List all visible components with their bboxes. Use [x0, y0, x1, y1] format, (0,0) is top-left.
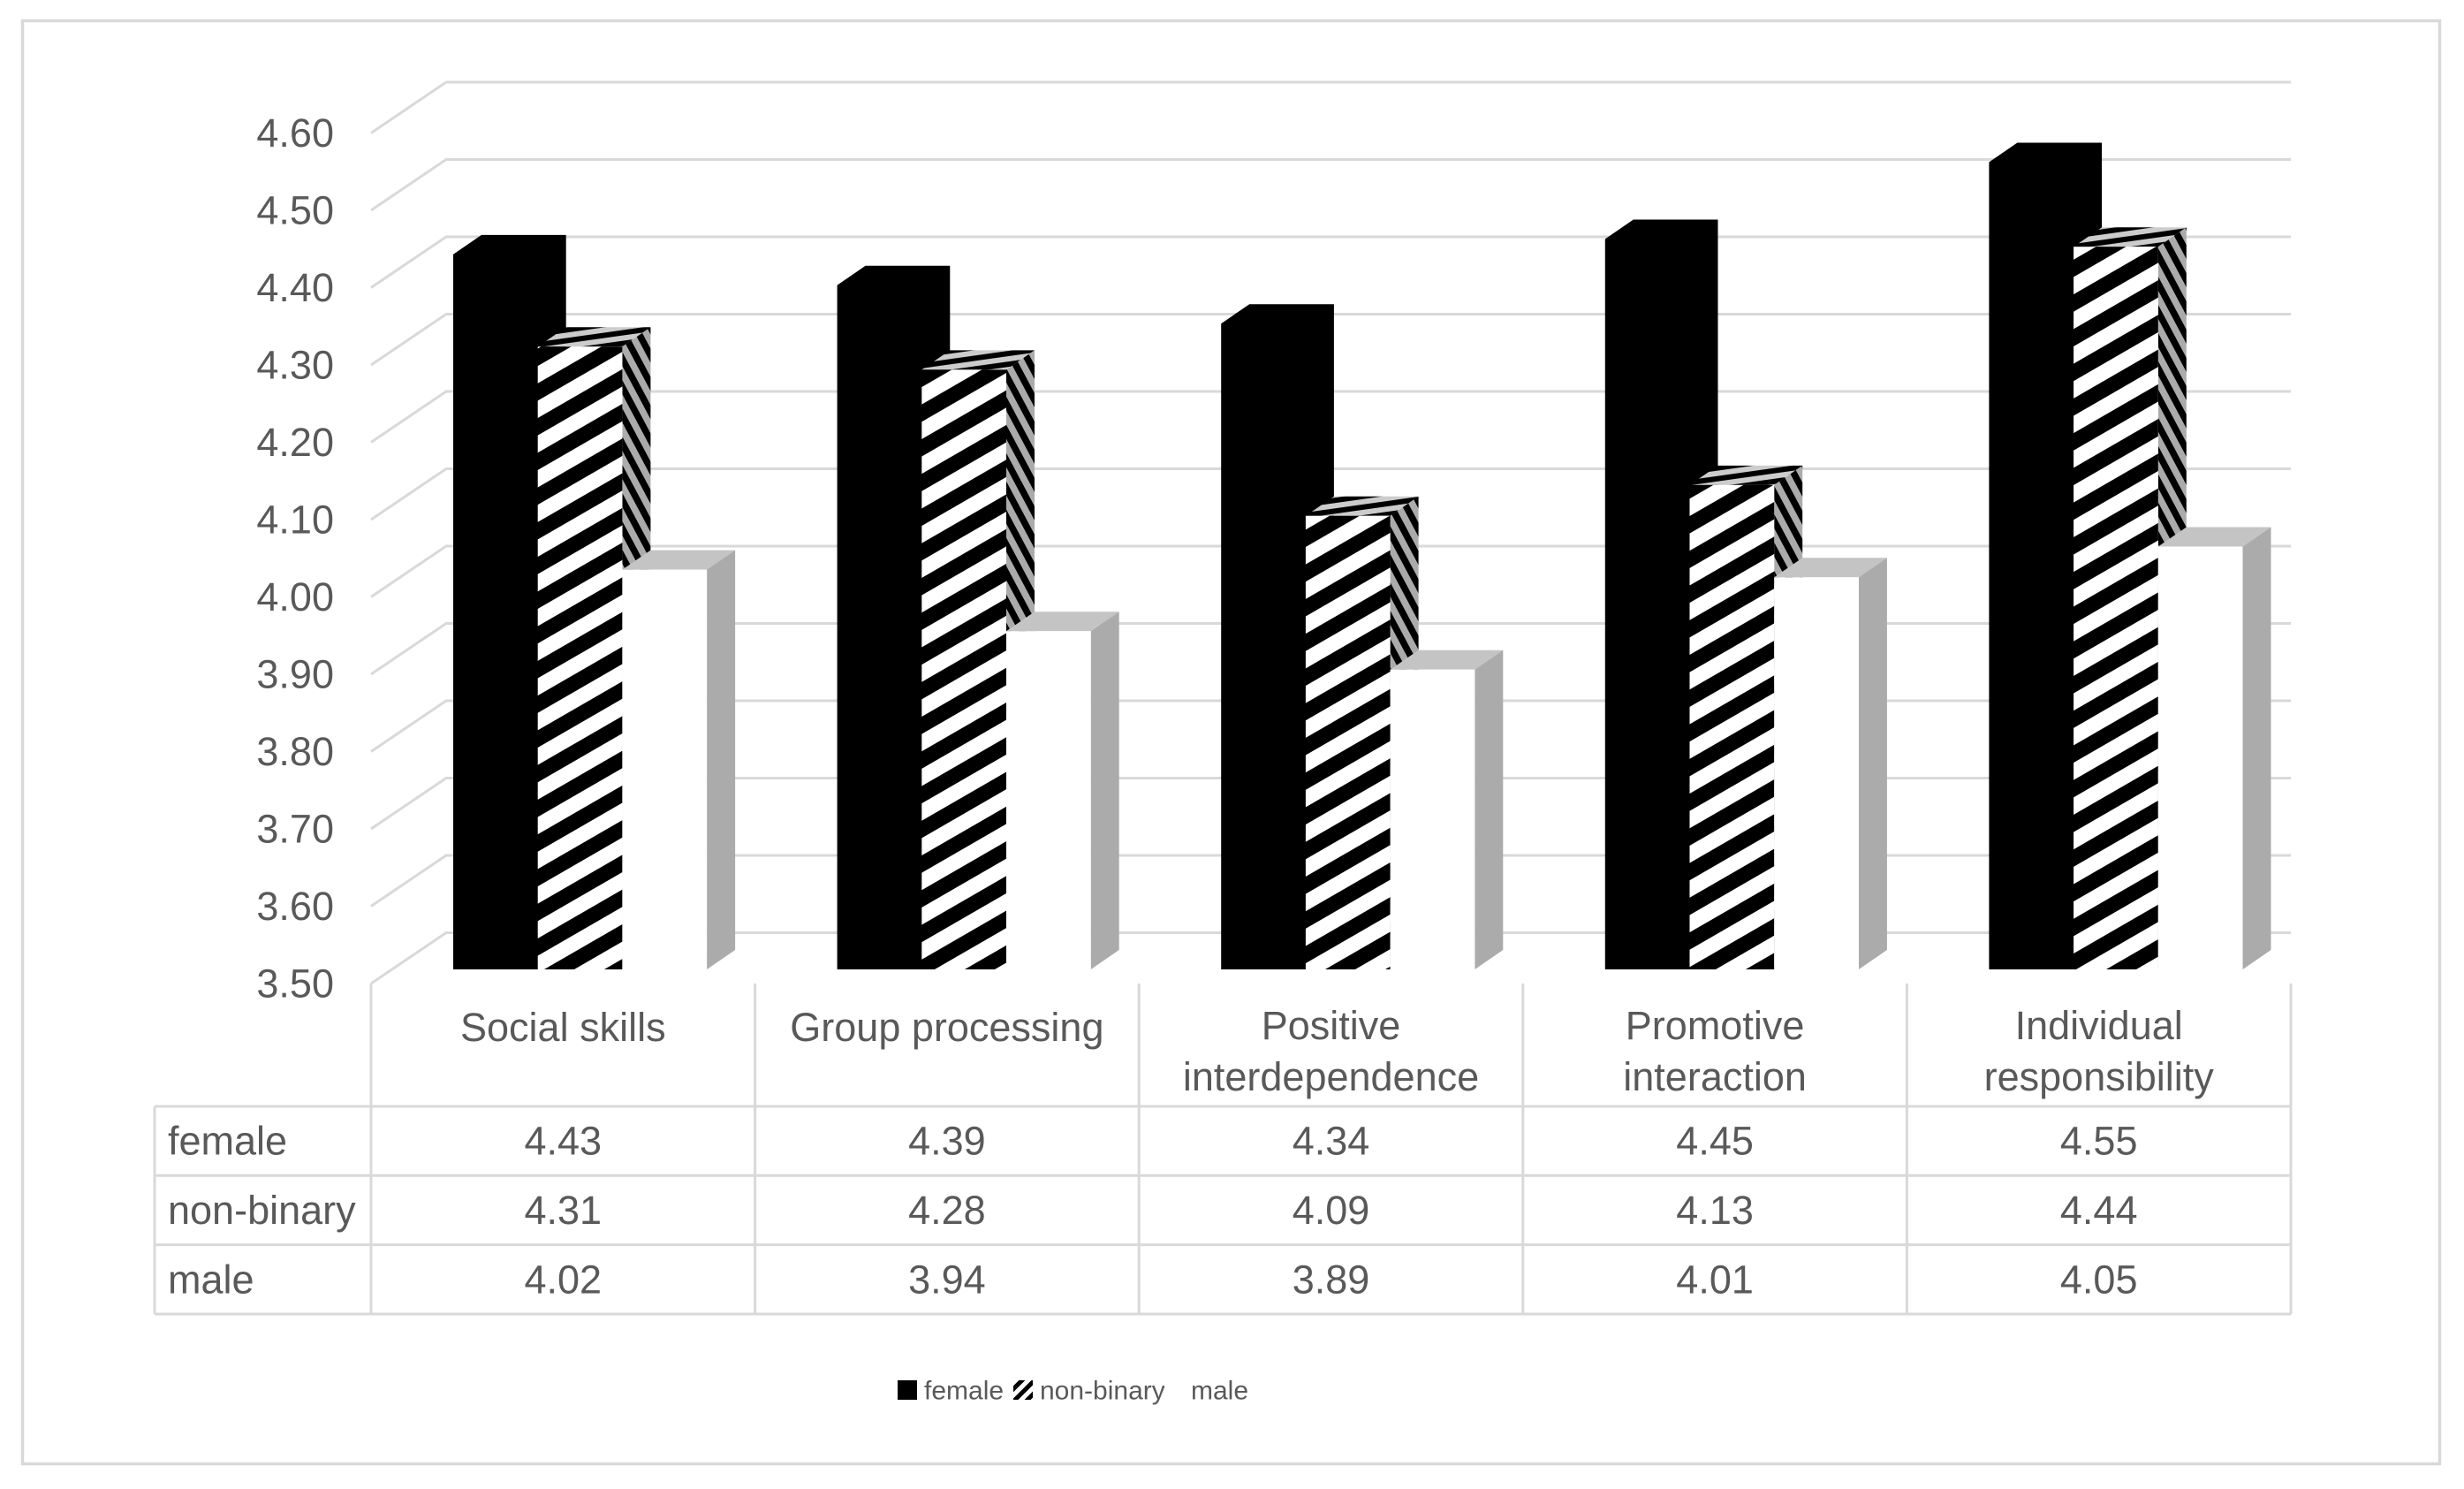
bar-front-face [1006, 631, 1091, 969]
bar-front-face [2074, 247, 2158, 969]
legend-label-non-binary: non-binary [1040, 1377, 1165, 1406]
y-axis-tick-label: 4.40 [256, 265, 334, 310]
bar-side-face [1475, 650, 1504, 969]
bar-front-face [1774, 577, 1859, 969]
legend-label-female: female [924, 1377, 1004, 1406]
y-axis-tick-label: 4.20 [256, 420, 334, 465]
bar-top-face [1006, 612, 1119, 632]
bar-front-face [1390, 669, 1475, 969]
bar-male-positive-interdependence [1390, 650, 1504, 969]
bar-side-face [1090, 612, 1119, 969]
category-labels: Social skills Group processing Positive int… [460, 1003, 2214, 1099]
table-cell: 4.55 [2060, 1119, 2138, 1164]
bar-front-face [1689, 484, 1775, 969]
bar-front-face [622, 569, 708, 969]
y-axis-tick-label: 4.50 [256, 188, 334, 233]
y-axis-tick-label: 4.30 [256, 343, 334, 388]
bar-top-face [2157, 527, 2271, 547]
bar-front-face [1305, 515, 1391, 969]
bar-front-face [2157, 546, 2243, 969]
bar-side-face [2242, 527, 2271, 969]
category-label-individual-responsibility: Individual responsibility [1984, 1003, 2215, 1099]
table-cell: 4.34 [1293, 1119, 1370, 1164]
legend-label-male: male [1191, 1377, 1248, 1406]
bar-top-face [1390, 650, 1504, 670]
bar-male-promotive-interaction [1774, 558, 1887, 969]
y-axis-tick-label: 3.80 [256, 729, 334, 774]
table-row-header-male: male [168, 1257, 254, 1302]
bar-non-binary-positive-interdependence [1305, 496, 1419, 969]
category-label-group-processing: Group processing [790, 1005, 1103, 1050]
legend-marker-female [898, 1380, 917, 1400]
table-row-header-non-binary: non-binary [168, 1188, 356, 1233]
bar-front-face [921, 369, 1006, 969]
bar-male-individual-responsibility [2157, 527, 2271, 969]
bar-side-face [1858, 558, 1887, 969]
table-cell: 4.28 [908, 1188, 986, 1233]
bar-male-group-processing [1006, 612, 1119, 969]
y-axis-tick-label: 4.00 [256, 574, 334, 619]
legend-marker-male [1164, 1380, 1184, 1400]
bar-top-face [1305, 496, 1419, 516]
y-axis-tick-label: 4.60 [256, 110, 334, 156]
table-cell: 4.45 [1676, 1119, 1754, 1164]
bar-top-face [1774, 558, 1887, 578]
table-cell: 4.44 [2060, 1188, 2138, 1233]
y-axis-tick-label: 4.10 [256, 498, 334, 543]
bars [453, 142, 2271, 969]
category-label-social-skills: Social skills [460, 1005, 666, 1050]
gridline [370, 158, 2291, 212]
bar-top-face [921, 350, 1035, 370]
bar-top-face [1689, 465, 1803, 485]
bar-side-face [707, 550, 736, 969]
table-cell: 4.43 [525, 1119, 603, 1164]
table-row-header-female: female [168, 1119, 287, 1164]
table-cell: 3.94 [908, 1257, 986, 1302]
table-cell: 4.02 [525, 1257, 603, 1302]
y-axis-tick-label: 3.90 [256, 652, 334, 697]
axis-and-table-grid [153, 984, 2293, 1316]
gridline [370, 80, 2291, 134]
y-axis-tick-label: 3.60 [256, 884, 334, 929]
y-axis-tick-label: 3.70 [256, 807, 334, 852]
bar-male-social-skills [622, 550, 736, 969]
table-cell: 4.05 [2060, 1257, 2138, 1302]
data-table-text: female 4.43 4.39 4.34 4.45 4.55 non-binary 4.31… [168, 1119, 2137, 1303]
legend-marker-non-binary [1013, 1380, 1033, 1400]
bar-top-face [537, 327, 651, 347]
category-label-positive-interdependence: Positive interdependence [1183, 1003, 1479, 1099]
table-cell: 4.31 [525, 1188, 603, 1233]
bar-top-face [622, 550, 736, 570]
table-cell: 3.89 [1293, 1257, 1370, 1302]
bar-top-face [2074, 227, 2187, 247]
table-cell: 4.39 [908, 1119, 986, 1164]
bar-front-face [537, 346, 623, 969]
y-axis-tick-label: 3.50 [256, 961, 334, 1007]
y-axis-tick-labels: 3.50 3.60 3.70 3.80 3.90 4.00 4.10 4.20 4.30 4.40… [256, 110, 334, 1007]
table-cell: 4.01 [1676, 1257, 1754, 1302]
table-cell: 4.13 [1676, 1188, 1754, 1233]
legend: female non-binary male [898, 1377, 1248, 1406]
table-cell: 4.09 [1293, 1188, 1370, 1233]
category-label-promotive-interaction: Promotive interaction [1623, 1003, 1807, 1099]
